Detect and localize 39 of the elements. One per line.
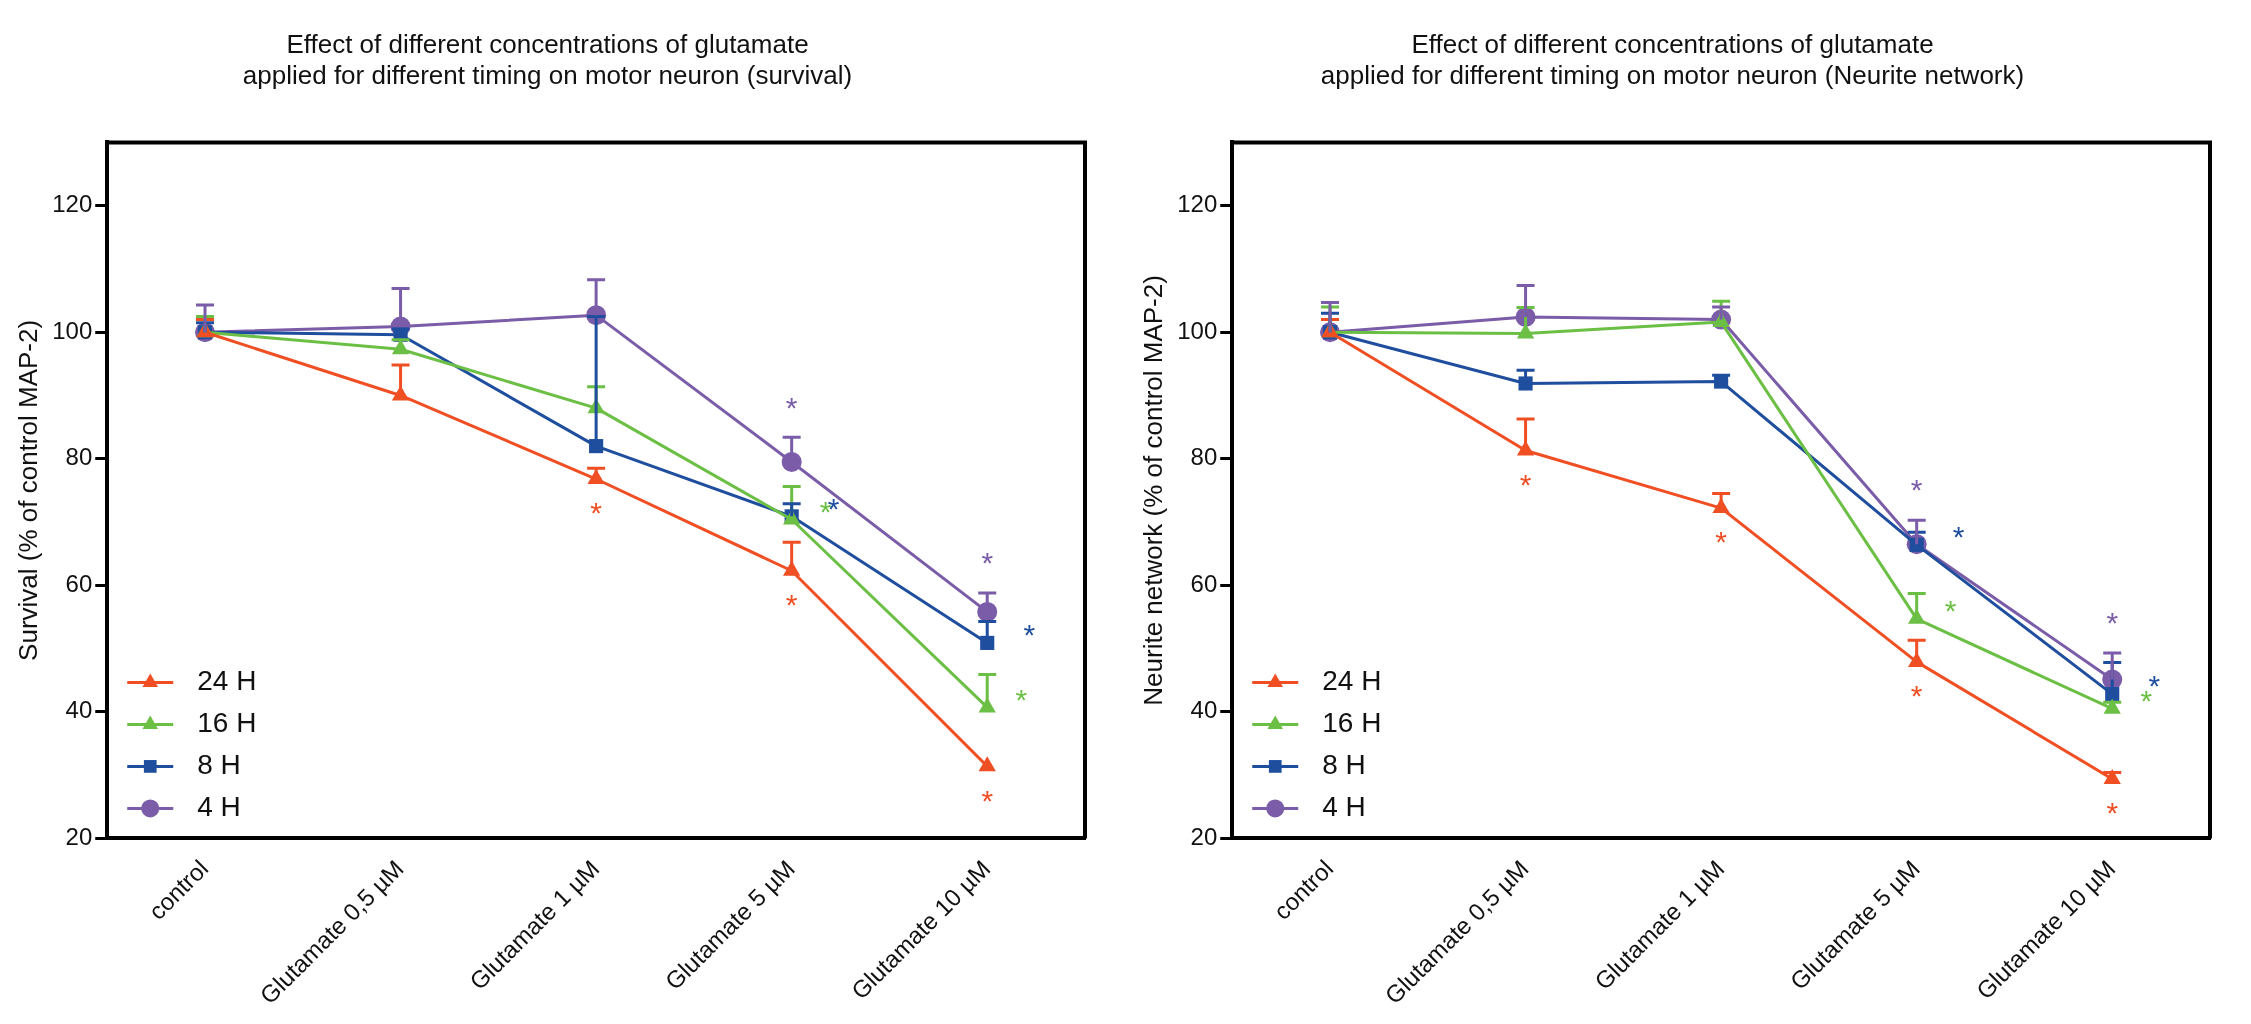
data-label: * (1910, 473, 1923, 507)
data-label: * (981, 546, 994, 580)
data-label: * (1944, 594, 1957, 628)
y-tick-label: 20 (65, 823, 93, 851)
y-tick-label: 80 (1190, 443, 1218, 471)
legend-label: 8 H (197, 749, 241, 781)
y-tick-label: 20 (1190, 823, 1218, 851)
data-label: * (1910, 679, 1923, 713)
data-label: * (785, 588, 798, 622)
y-tick-label: 60 (1190, 569, 1218, 597)
chart-title: Effect of different concentrations of glutamate applied for different timing on motor neuron (Neurite network) (1320, 28, 2025, 90)
y-axis-title: Neurite network (% of control MAP-2) (1137, 275, 1168, 706)
data-label: * (1015, 682, 1028, 716)
data-label: * (1023, 618, 1036, 652)
y-tick-label: 120 (52, 190, 93, 218)
y-tick-label: 120 (1177, 190, 1218, 218)
data-label: * (2106, 796, 2119, 830)
data-label: * (1519, 467, 1532, 501)
legend-label: 24 H (1322, 665, 1382, 697)
legend-label: 8 H (1322, 749, 1366, 781)
y-tick-label: 60 (65, 569, 93, 597)
data-label: * (981, 783, 994, 817)
y-tick-label: 40 (65, 696, 93, 724)
data-label: * (1952, 520, 1965, 554)
data-label: * (590, 496, 603, 530)
legend-label: 4 H (197, 791, 241, 823)
legend-label: 24 H (197, 665, 257, 697)
data-label: * (785, 390, 798, 424)
legend-label: 16 H (1322, 707, 1382, 739)
chart-title: Effect of different concentrations of glutamate applied for different timing on motor neuron (survival) (242, 28, 853, 90)
y-tick-label: 100 (52, 316, 93, 344)
y-tick-label: 100 (1177, 316, 1218, 344)
legend-label: 16 H (197, 707, 257, 739)
data-label: * (2106, 606, 2119, 640)
y-tick-label: 40 (1190, 696, 1218, 724)
y-axis-title: Survival (% of control MAP-2) (12, 319, 43, 661)
y-tick-label: 80 (65, 443, 93, 471)
data-label: * (1715, 525, 1728, 559)
legend-label: 4 H (1322, 791, 1366, 823)
